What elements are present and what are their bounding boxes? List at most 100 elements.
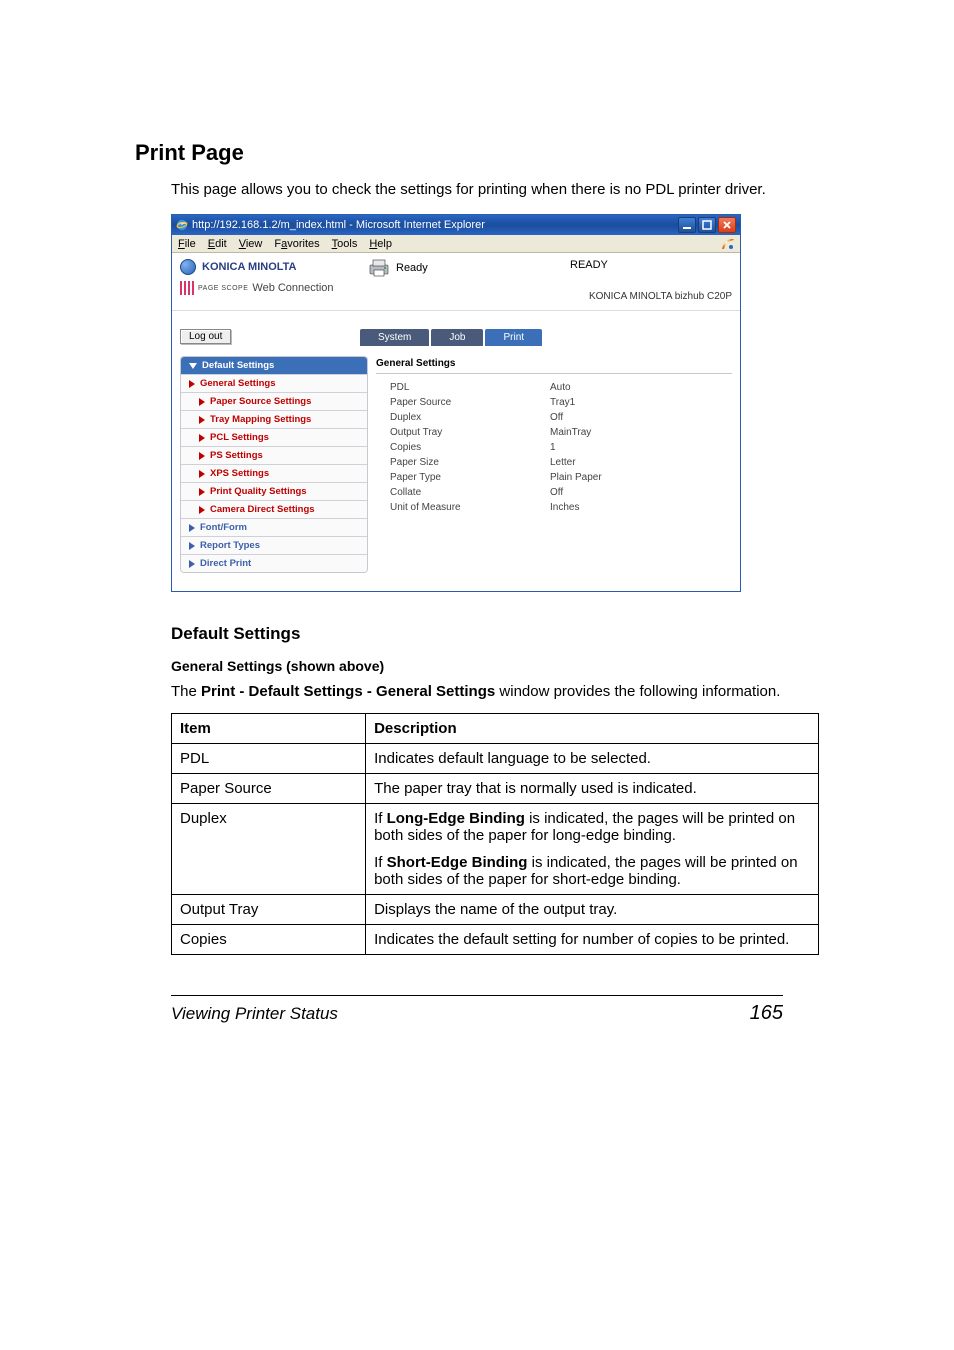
ready-label-big: READY <box>550 259 732 271</box>
km-logo: KONICA MINOLTA <box>180 259 352 275</box>
menu-view[interactable]: View <box>239 238 263 250</box>
browser-window: http://192.168.1.2/m_index.html - Micros… <box>171 214 741 592</box>
settings-panel: General Settings PDLAuto Paper SourceTra… <box>376 356 732 573</box>
window-title: http://192.168.1.2/m_index.html - Micros… <box>192 219 485 231</box>
chevron-right-icon <box>189 524 195 532</box>
tab-system[interactable]: System <box>360 329 429 346</box>
tab-print[interactable]: Print <box>485 329 542 346</box>
menu-tools[interactable]: Tools <box>332 238 358 250</box>
ie-throbber-icon <box>718 236 738 252</box>
cell-desc: Indicates default language to be selecte… <box>366 743 819 773</box>
menu-help[interactable]: Help <box>369 238 392 250</box>
kv-pdl: PDLAuto <box>376 380 732 395</box>
nav-camera-direct[interactable]: Camera Direct Settings <box>181 501 367 519</box>
kv-copies: Copies1 <box>376 440 732 455</box>
printer-model: KONICA MINOLTA bizhub C20P <box>550 291 732 302</box>
tab-job[interactable]: Job <box>431 329 483 346</box>
cell-item: Output Tray <box>172 894 366 924</box>
kv-output-tray: Output TrayMainTray <box>376 425 732 440</box>
nav-label: PCL Settings <box>210 432 269 443</box>
cell-desc: If Long-Edge Binding is indicated, the p… <box>366 803 819 894</box>
table-row: Output Tray Displays the name of the out… <box>172 894 819 924</box>
globe-icon <box>180 259 196 275</box>
kv-duplex: DuplexOff <box>376 410 732 425</box>
page-footer: Viewing Printer Status 165 <box>171 995 783 1025</box>
intro-text: This page allows you to check the settin… <box>171 180 819 200</box>
ie-icon <box>176 219 188 231</box>
default-settings-head: Default Settings <box>171 624 819 644</box>
window-titlebar: http://192.168.1.2/m_index.html - Micros… <box>172 215 740 235</box>
logout-button[interactable]: Log out <box>180 329 231 344</box>
chevron-right-icon <box>189 560 195 568</box>
nav-paper-source[interactable]: Paper Source Settings <box>181 393 367 411</box>
nav-label: Camera Direct Settings <box>210 504 315 515</box>
footer-title: Viewing Printer Status <box>171 1004 338 1024</box>
nav-ps[interactable]: PS Settings <box>181 447 367 465</box>
gs-intro: The Print - Default Settings - General S… <box>171 682 819 702</box>
th-desc: Description <box>366 713 819 743</box>
nav-label: Direct Print <box>200 558 251 569</box>
nav-label: Paper Source Settings <box>210 396 311 407</box>
gs-shown-above: General Settings (shown above) <box>171 658 819 674</box>
nav-pcl[interactable]: PCL Settings <box>181 429 367 447</box>
nav-direct-print[interactable]: Direct Print <box>181 555 367 572</box>
th-item: Item <box>172 713 366 743</box>
nav-general-settings[interactable]: General Settings <box>181 375 367 393</box>
table-row: Paper Source The paper tray that is norm… <box>172 773 819 803</box>
cell-item: Copies <box>172 924 366 954</box>
chevron-down-icon <box>189 363 197 369</box>
printer-ready-icon <box>368 259 390 277</box>
nav-font-form[interactable]: Font/Form <box>181 519 367 537</box>
pagescope-label: Web Connection <box>252 282 333 294</box>
table-row: PDL Indicates default language to be sel… <box>172 743 819 773</box>
nav-print-quality[interactable]: Print Quality Settings <box>181 483 367 501</box>
chevron-right-icon <box>189 380 195 388</box>
table-row: Duplex If Long-Edge Binding is indicated… <box>172 803 819 894</box>
chevron-right-icon <box>199 488 205 496</box>
nav-label: PS Settings <box>210 450 263 461</box>
nav-tray-mapping[interactable]: Tray Mapping Settings <box>181 411 367 429</box>
chevron-right-icon <box>199 398 205 406</box>
close-button[interactable] <box>718 217 736 233</box>
cell-item: PDL <box>172 743 366 773</box>
maximize-button[interactable] <box>698 217 716 233</box>
side-nav: Default Settings General Settings Paper … <box>180 356 368 573</box>
minimize-button[interactable] <box>678 217 696 233</box>
menu-edit[interactable]: Edit <box>208 238 227 250</box>
cell-item: Duplex <box>172 803 366 894</box>
cell-desc: Indicates the default setting for number… <box>366 924 819 954</box>
nav-label: Font/Form <box>200 522 247 533</box>
panel-title: General Settings <box>376 356 732 374</box>
cell-item: Paper Source <box>172 773 366 803</box>
ready-label-small: Ready <box>396 262 428 274</box>
table-row: Copies Indicates the default setting for… <box>172 924 819 954</box>
nav-default-settings[interactable]: Default Settings <box>181 357 367 375</box>
chevron-right-icon <box>199 416 205 424</box>
nav-xps[interactable]: XPS Settings <box>181 465 367 483</box>
footer-page-number: 165 <box>750 1002 783 1025</box>
nav-label: Report Types <box>200 540 260 551</box>
km-logo-text: KONICA MINOLTA <box>202 261 297 273</box>
pagescope-icon <box>180 281 194 295</box>
nav-label: Default Settings <box>202 360 274 371</box>
cell-desc: Displays the name of the output tray. <box>366 894 819 924</box>
cell-desc: The paper tray that is normally used is … <box>366 773 819 803</box>
info-table: Item Description PDL Indicates default l… <box>171 713 819 955</box>
chevron-right-icon <box>189 542 195 550</box>
chevron-right-icon <box>199 452 205 460</box>
chevron-right-icon <box>199 506 205 514</box>
chevron-right-icon <box>199 470 205 478</box>
page-section-title: Print Page <box>135 140 819 166</box>
nav-label: Print Quality Settings <box>210 486 307 497</box>
nav-label: XPS Settings <box>210 468 269 479</box>
nav-report-types[interactable]: Report Types <box>181 537 367 555</box>
kv-paper-size: Paper SizeLetter <box>376 455 732 470</box>
pagescope-small: PAGE SCOPE <box>198 285 248 292</box>
chevron-right-icon <box>199 434 205 442</box>
nav-label: Tray Mapping Settings <box>210 414 311 425</box>
kv-uom: Unit of MeasureInches <box>376 500 732 515</box>
pagescope-logo: PAGE SCOPE Web Connection <box>180 281 352 295</box>
menubar: File Edit View Favorites Tools Help <box>172 235 740 253</box>
menu-file[interactable]: File <box>178 238 196 250</box>
menu-favorites[interactable]: Favorites <box>274 238 319 250</box>
